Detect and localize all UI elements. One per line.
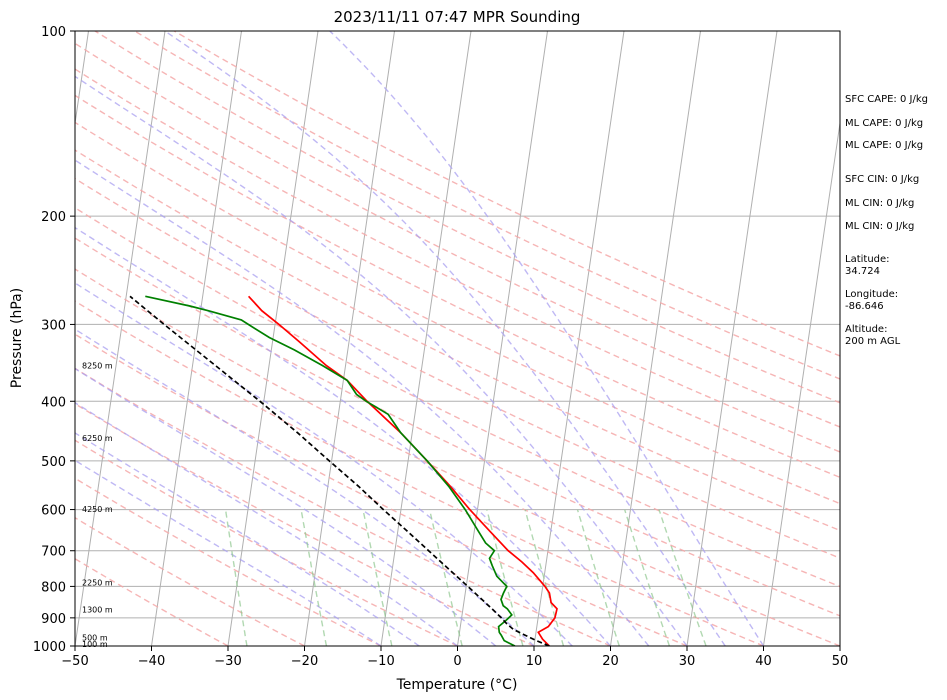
dry-adiabat-line xyxy=(75,149,840,532)
moist-adiabat-line xyxy=(75,75,688,646)
y-tick-label: 900 xyxy=(41,612,66,627)
y-tick-label: 800 xyxy=(41,580,66,595)
dry-adiabat-line xyxy=(75,477,382,646)
grid-layer xyxy=(75,31,840,646)
x-tick-label: 10 xyxy=(526,654,543,669)
background-lines xyxy=(75,31,840,646)
sounding-series-line xyxy=(247,295,558,646)
y-axis-ticks: 1000 900 800 700 600 500 400 300 200 100 xyxy=(33,25,75,655)
height-label: 4250 m xyxy=(82,505,113,514)
moist-adiabat-line xyxy=(75,459,382,646)
longitude-value: -86.646 xyxy=(845,301,884,312)
height-label: 8250 m xyxy=(82,362,113,371)
dry-adiabat-line xyxy=(75,300,764,646)
x-tick-label: −40 xyxy=(138,654,165,669)
x-tick-label: −10 xyxy=(367,654,394,669)
x-tick-label: −30 xyxy=(214,654,241,669)
longitude-label: Longitude: xyxy=(845,289,898,300)
moist-adiabat-line xyxy=(75,401,458,646)
side-panel: SFC CAPE: 0 J/kg ML CAPE: 0 J/kg ML CAPE… xyxy=(845,94,928,347)
isotherm-line xyxy=(610,31,701,646)
altitude-value: 200 m AGL xyxy=(845,336,901,347)
sounding-series-line xyxy=(145,295,516,646)
isotherm-line xyxy=(763,119,840,646)
x-tick-label: 0 xyxy=(453,654,461,669)
y-tick-label: 200 xyxy=(41,210,66,225)
sfc-cape-text: SFC CAPE: 0 J/kg xyxy=(845,94,928,105)
dry-adiabat-line xyxy=(75,402,535,646)
moist-adiabat-line xyxy=(164,31,726,646)
moist-adiabat-line xyxy=(329,31,765,646)
height-label: 100 m xyxy=(82,640,108,649)
height-label: 6250 m xyxy=(82,434,113,443)
dry-adiabat-line xyxy=(75,557,229,646)
sfc-cin-text: SFC CIN: 0 J/kg xyxy=(845,174,919,185)
dry-adiabat-line xyxy=(75,439,458,646)
dry-adiabat-line xyxy=(75,207,840,588)
ml-cin-text: ML CIN: 0 J/kg xyxy=(845,198,914,209)
mixing-ratio-line xyxy=(624,509,671,646)
mixing-ratio-line xyxy=(486,509,524,646)
height-label: 1300 m xyxy=(82,605,113,614)
dry-adiabat-line xyxy=(75,268,840,646)
x-tick-label: −20 xyxy=(291,654,318,669)
chart-title: 2023/11/11 07:47 MPR Sounding xyxy=(334,8,581,26)
isotherm-line xyxy=(75,31,166,646)
x-axis-ticks: −50 −40 −30 −20 −10 0 10 20 30 40 50 xyxy=(61,646,848,669)
moist-adiabat-line xyxy=(75,367,497,646)
mixing-ratio-line xyxy=(362,509,393,646)
x-tick-label: −50 xyxy=(61,654,88,669)
dry-adiabat-line xyxy=(75,367,611,646)
latitude-label: Latitude: xyxy=(845,254,890,265)
dry-adiabat-line xyxy=(173,31,840,357)
y-tick-label: 400 xyxy=(41,395,66,410)
mixing-ratio-line xyxy=(524,509,565,646)
x-tick-label: 50 xyxy=(832,654,849,669)
moist-adiabat-line xyxy=(75,432,420,646)
isotherm-line xyxy=(380,31,472,646)
altitude-label: Altitude: xyxy=(845,324,887,335)
isotherm-line xyxy=(304,31,395,646)
mixing-ratio-line xyxy=(576,509,620,646)
y-tick-label: 300 xyxy=(41,318,66,333)
moist-adiabat-line xyxy=(75,159,650,646)
dry-adiabat-line xyxy=(75,516,305,646)
ml-cin-text-2: ML CIN: 0 J/kg xyxy=(845,221,914,232)
dry-adiabat-line xyxy=(75,177,840,559)
x-tick-label: 20 xyxy=(602,654,619,669)
dry-adiabat-line xyxy=(75,237,840,617)
isotherm-line xyxy=(686,31,778,646)
x-axis-label: Temperature (°C) xyxy=(396,677,518,693)
latitude-value: 34.724 xyxy=(845,266,880,277)
mixing-ratio-line xyxy=(224,509,248,646)
mixing-ratio-line xyxy=(428,509,463,646)
y-tick-label: 100 xyxy=(41,25,66,40)
moist-adiabat-line xyxy=(75,226,612,646)
parcel-profile-line xyxy=(129,295,550,646)
mixing-ratio-line xyxy=(658,509,707,646)
dry-adiabat-line xyxy=(75,42,840,428)
y-tick-label: 700 xyxy=(41,545,66,560)
isotherm-line xyxy=(457,31,548,646)
height-label: 500 m xyxy=(82,633,108,642)
ml-cape-text: ML CAPE: 0 J/kg xyxy=(845,118,923,129)
dry-adiabat-line xyxy=(94,31,840,404)
dry-adiabat-line xyxy=(75,121,840,505)
dry-adiabat-line xyxy=(134,31,840,380)
series-layer xyxy=(129,295,558,646)
y-axis-label: Pressure (hPa) xyxy=(9,288,25,388)
x-tick-label: 30 xyxy=(679,654,696,669)
x-tick-label: 40 xyxy=(755,654,772,669)
y-tick-label: 500 xyxy=(41,455,66,470)
moist-adiabat-line xyxy=(75,328,535,646)
moist-adiabat-line xyxy=(75,282,573,646)
dry-adiabat-line xyxy=(75,68,840,453)
height-label: 2250 m xyxy=(82,578,113,587)
y-tick-label: 1000 xyxy=(33,640,66,655)
ml-cape-text-2: ML CAPE: 0 J/kg xyxy=(845,140,923,151)
mixing-ratio-line xyxy=(300,509,328,646)
y-tick-label: 600 xyxy=(41,504,66,519)
